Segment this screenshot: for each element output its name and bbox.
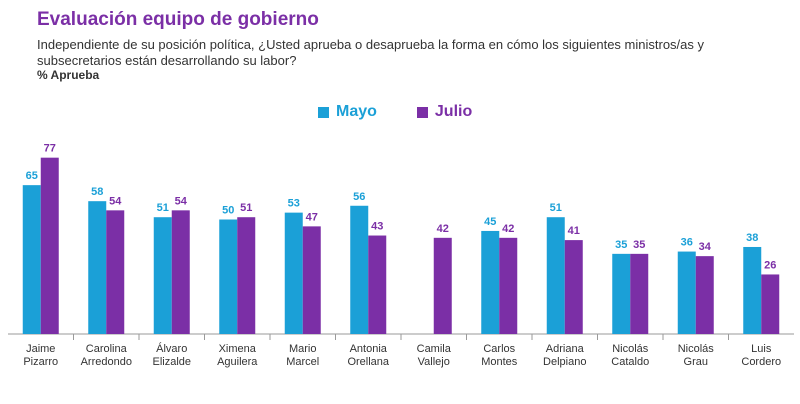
data-label-mayo: 65 <box>26 170 38 182</box>
category-label: Vallejo <box>418 356 450 368</box>
category-label: Montes <box>481 356 518 368</box>
category-label: Luis <box>751 343 772 355</box>
data-label-julio: 35 <box>633 239 645 251</box>
bar-mayo <box>546 217 565 334</box>
data-label-julio: 54 <box>109 195 122 207</box>
bar-mayo <box>284 212 303 334</box>
bar-mayo <box>350 205 369 334</box>
chart-question: Independiente de su posición política, ¿… <box>37 37 704 68</box>
category-label: Grau <box>684 356 708 368</box>
bar-mayo <box>677 251 696 334</box>
category-label: Nicolás <box>678 343 715 355</box>
category-label: Mario <box>289 343 317 355</box>
data-label-julio: 54 <box>175 195 188 207</box>
bar-julio <box>630 253 649 334</box>
data-label-mayo: 58 <box>91 186 103 198</box>
category-label: Antonia <box>350 343 388 355</box>
category-label: Carolina <box>86 343 128 355</box>
category-label: Carlos <box>483 343 515 355</box>
category-label: Adriana <box>546 343 585 355</box>
bar-julio <box>171 210 190 334</box>
data-label-mayo: 50 <box>222 205 234 217</box>
legend-label-julio: Julio <box>434 103 473 120</box>
data-label-julio: 43 <box>371 221 383 233</box>
data-label-julio: 42 <box>437 223 449 235</box>
category-label: Elizalde <box>152 356 191 368</box>
category-label: Orellana <box>347 356 389 368</box>
data-label-mayo: 53 <box>288 198 300 210</box>
data-label-julio: 34 <box>699 241 712 253</box>
data-label-mayo: 45 <box>484 216 496 228</box>
bar-julio <box>695 256 714 334</box>
bar-julio <box>433 237 452 334</box>
data-label-mayo: 51 <box>550 202 562 214</box>
legend-label-mayo: Mayo <box>336 103 377 120</box>
bar-mayo <box>153 217 172 334</box>
data-label-julio: 47 <box>306 211 318 223</box>
bar-julio <box>237 217 256 334</box>
bar-julio <box>761 274 780 334</box>
category-label: Marcel <box>286 356 319 368</box>
metric-label: % Aprueba <box>37 68 100 82</box>
data-label-mayo: 51 <box>157 202 169 214</box>
data-label-mayo: 56 <box>353 191 365 203</box>
chart-title: Evaluación equipo de gobierno <box>37 9 319 30</box>
legend-item-mayo: Mayo <box>318 103 377 121</box>
bar-julio <box>40 157 59 334</box>
category-label: Jaime <box>26 343 55 355</box>
bar-mayo <box>743 246 762 334</box>
bar-julio <box>499 237 518 334</box>
category-label: Delpiano <box>543 356 586 368</box>
category-label: Cordero <box>741 356 781 368</box>
category-label: Aguilera <box>217 356 258 368</box>
bar-mayo <box>612 253 631 334</box>
category-label: Pizarro <box>23 356 58 368</box>
bar-mayo <box>481 230 500 334</box>
bar-mayo <box>88 201 107 334</box>
data-label-julio: 42 <box>502 223 514 235</box>
legend-swatch-julio <box>416 106 428 118</box>
bar-julio <box>368 235 387 334</box>
data-label-julio: 77 <box>44 143 56 155</box>
category-label: Cataldo <box>611 356 649 368</box>
bar-julio <box>106 210 125 334</box>
bar-mayo <box>22 185 41 334</box>
category-label: Nicolás <box>612 343 649 355</box>
data-label-mayo: 35 <box>615 239 627 251</box>
data-label-julio: 41 <box>568 225 580 237</box>
legend-swatch-mayo <box>318 106 329 118</box>
legend: Mayo Julio <box>318 103 472 121</box>
data-label-mayo: 36 <box>681 237 693 249</box>
data-label-julio: 51 <box>240 202 252 214</box>
legend-item-julio: Julio <box>416 103 473 121</box>
data-label-mayo: 38 <box>746 232 758 244</box>
bar-julio <box>302 226 321 334</box>
category-label: Ximena <box>219 343 257 355</box>
category-label: Arredondo <box>81 356 132 368</box>
category-label: Camila <box>417 343 452 355</box>
category-label: Álvaro <box>156 342 187 355</box>
bar-mayo <box>219 219 238 334</box>
data-label-julio: 26 <box>764 259 776 271</box>
bar-julio <box>564 240 583 334</box>
